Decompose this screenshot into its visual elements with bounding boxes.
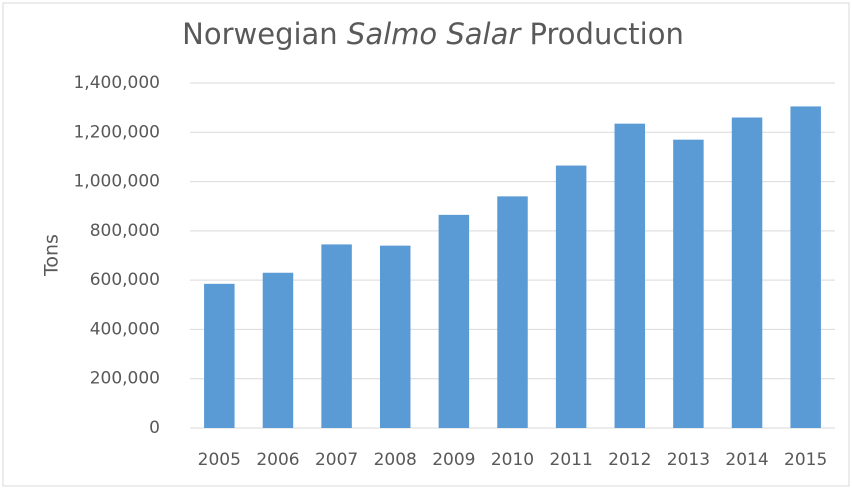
chart-title: Norwegian Salmo Salar Production xyxy=(182,17,684,51)
y-tick-label: 0 xyxy=(149,418,160,438)
bar xyxy=(555,165,587,428)
x-tick-label: 2005 xyxy=(198,450,241,470)
y-tick-label: 400,000 xyxy=(90,319,160,339)
x-tick-label: 2015 xyxy=(784,450,827,470)
x-tick-label: 2013 xyxy=(667,450,710,470)
bar xyxy=(321,244,352,428)
bar xyxy=(379,245,411,428)
x-tick-label: 2007 xyxy=(315,450,358,470)
x-tick-label: 2014 xyxy=(725,450,768,470)
y-tick-label: 200,000 xyxy=(90,369,160,389)
y-axis-label: Tons xyxy=(41,234,63,277)
bar xyxy=(438,214,470,428)
bar xyxy=(790,106,821,429)
x-tick-label: 2006 xyxy=(256,450,299,470)
title-part: Salmo Salar xyxy=(347,17,522,51)
bar xyxy=(204,283,235,428)
bar xyxy=(497,196,528,428)
bar xyxy=(262,272,294,428)
y-tick-label: 600,000 xyxy=(90,270,160,290)
x-tick-label: 2009 xyxy=(432,450,475,470)
y-tick-label: 1,200,000 xyxy=(73,122,160,142)
y-tick-label: 1,000,000 xyxy=(73,172,160,192)
bar xyxy=(731,117,763,428)
x-tick-label: 2010 xyxy=(491,450,534,470)
x-tick-label: 2011 xyxy=(550,450,593,470)
x-tick-label: 2012 xyxy=(608,450,651,470)
bar xyxy=(614,123,646,429)
x-tick-label: 2008 xyxy=(374,450,417,470)
title-part: Norwegian xyxy=(182,17,338,51)
bar xyxy=(673,139,704,428)
y-tick-label: 1,400,000 xyxy=(73,73,160,93)
title-part: Production xyxy=(530,17,684,51)
y-tick-label: 800,000 xyxy=(90,221,160,241)
